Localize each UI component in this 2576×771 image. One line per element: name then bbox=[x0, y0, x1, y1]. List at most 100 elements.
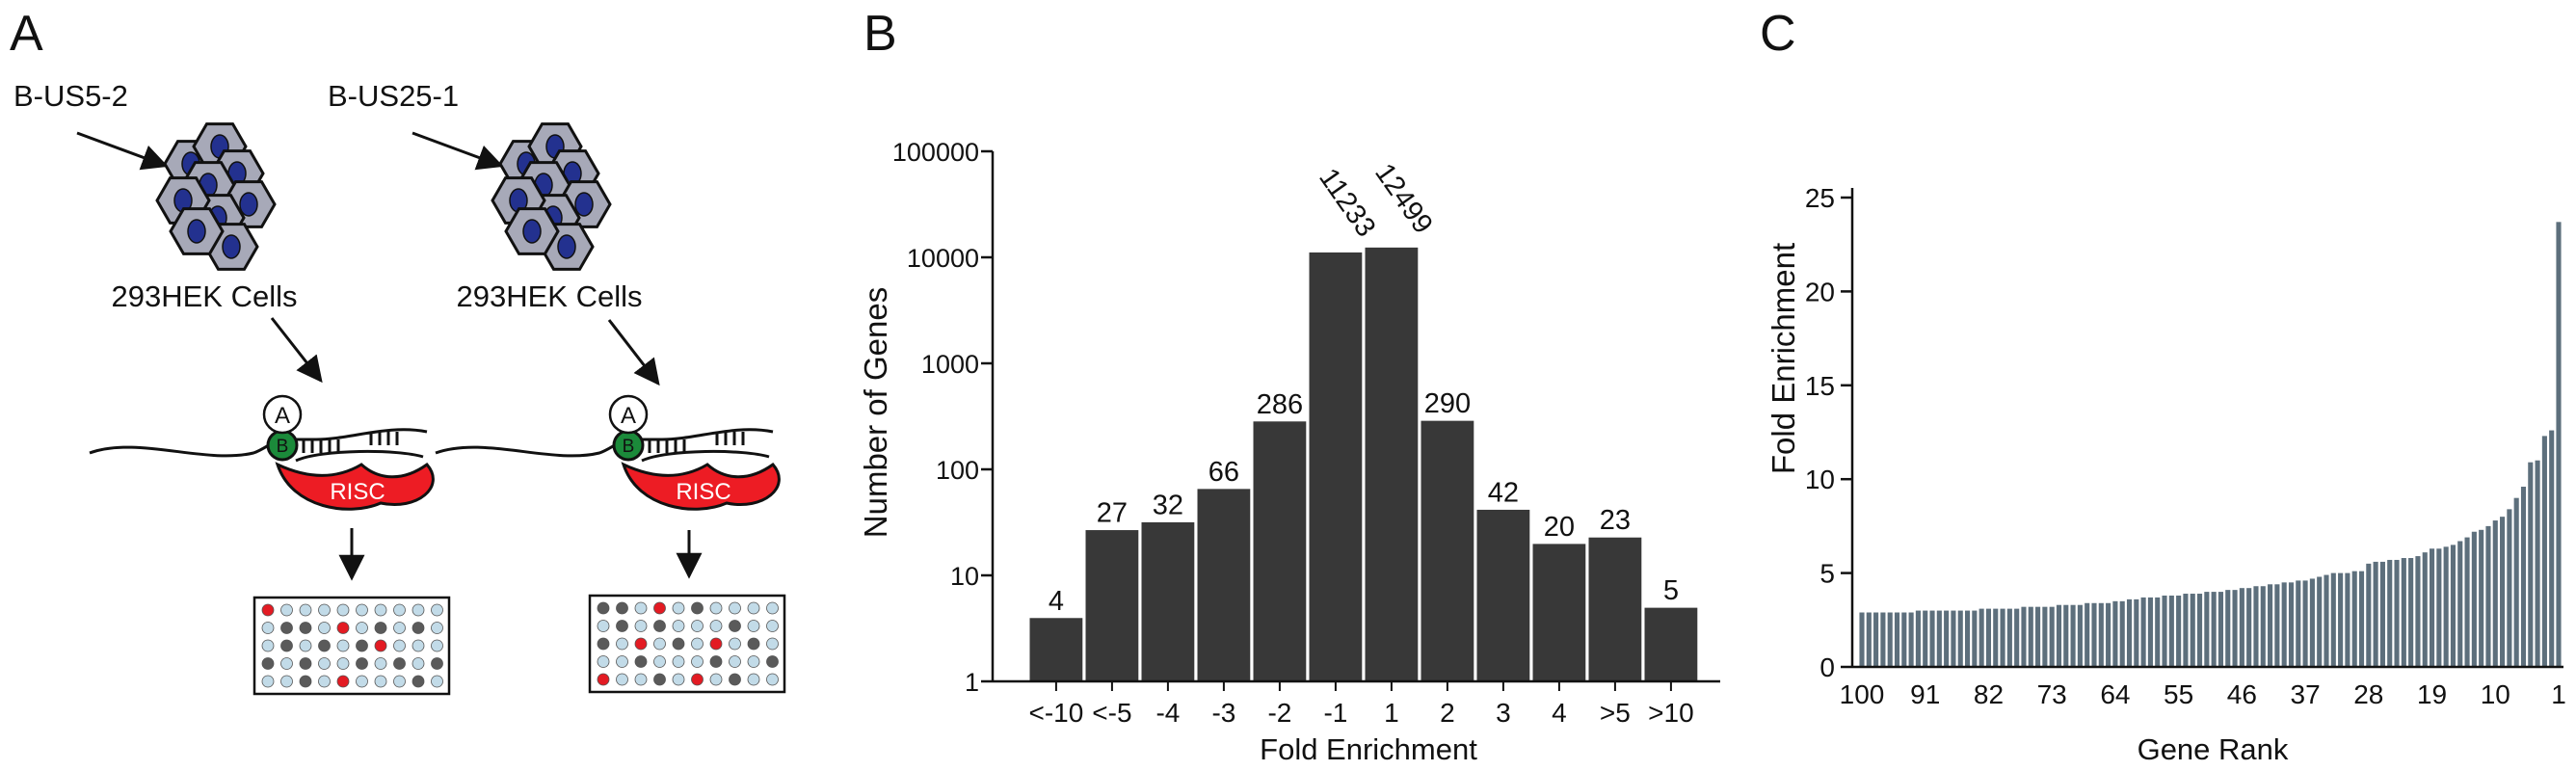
microarray-spot bbox=[653, 620, 666, 632]
chart-b-y-axis: 1 10 100 1000 10000 100000 bbox=[892, 138, 995, 697]
chart-c-bar bbox=[2317, 576, 2323, 667]
microarray-spot bbox=[374, 657, 387, 670]
microarray-spot bbox=[747, 637, 760, 651]
chart-c-bar bbox=[2268, 584, 2273, 667]
infection-arrow-left bbox=[76, 131, 169, 171]
microarray-spot bbox=[729, 637, 741, 651]
microarray-spot bbox=[634, 655, 648, 668]
chart-c-y-tick-label: 25 bbox=[1805, 183, 1835, 213]
microarray-spot bbox=[412, 657, 425, 670]
chart-c-bar bbox=[1985, 608, 1992, 667]
microarray-spot bbox=[597, 637, 610, 651]
chart-c-bar bbox=[2429, 548, 2435, 667]
microarray-spot bbox=[374, 639, 387, 652]
chart-c-bar bbox=[2042, 606, 2048, 667]
chart-c-x-tick-label: 28 bbox=[2353, 679, 2383, 709]
microarray-spot bbox=[261, 675, 275, 688]
chart-b-x-tick-label: <-5 bbox=[1092, 698, 1131, 728]
chart-b-value-label: 23 bbox=[1600, 505, 1631, 536]
microarray-spot bbox=[691, 655, 704, 668]
chart-c-bar bbox=[2513, 497, 2519, 667]
microarray-spot bbox=[766, 655, 779, 668]
mrna-left: RISC BA bbox=[89, 394, 435, 511]
chart-b-x-tick-label: -4 bbox=[1155, 698, 1180, 728]
microarray-spot bbox=[653, 655, 666, 668]
chart-b-x-axis-title: Fold Enrichment bbox=[1260, 732, 1477, 766]
chart-c-bar bbox=[2106, 602, 2111, 667]
chart-c-bar bbox=[2309, 578, 2315, 667]
mrna-strand bbox=[435, 428, 774, 458]
microarray-spot bbox=[709, 601, 723, 615]
microarray-spot bbox=[691, 637, 704, 651]
chart-c-bar bbox=[1993, 608, 1999, 667]
microarray-spot bbox=[356, 622, 368, 634]
chart-c-bar bbox=[2528, 462, 2534, 667]
chart-c-bar bbox=[2457, 541, 2463, 667]
microarray-spot bbox=[616, 655, 628, 668]
microarray-spot bbox=[336, 603, 350, 617]
chart-c-bar bbox=[2479, 529, 2484, 667]
panel-b-letter: B bbox=[863, 6, 897, 62]
microarray-spot bbox=[431, 675, 443, 688]
chart-c-bar bbox=[1908, 612, 1914, 667]
chart-c-bar bbox=[1880, 612, 1886, 667]
microarray-spot bbox=[709, 637, 723, 651]
chart-b-x-axis: <-10 <-5 -4 -3 -2 -1 1 2 3 4 >5 >10 bbox=[993, 679, 1720, 728]
microarray-spot bbox=[336, 675, 350, 688]
chart-b-bar bbox=[1196, 488, 1252, 682]
microarray-spot bbox=[672, 601, 685, 615]
microarray-spot bbox=[356, 639, 368, 652]
chart-b-value-label: 20 bbox=[1544, 512, 1575, 543]
chart-b-value-label: 27 bbox=[1097, 498, 1128, 529]
chart-c-bar bbox=[2162, 595, 2167, 667]
chart-c-bar bbox=[2471, 531, 2477, 667]
chart-c-bar bbox=[2422, 552, 2428, 667]
chart-b-y-tick-label: 100000 bbox=[892, 138, 979, 167]
antisense-label: A bbox=[621, 403, 636, 429]
microarray-spot bbox=[431, 639, 443, 652]
chart-c-bar bbox=[2112, 600, 2118, 667]
microarray-spot bbox=[766, 637, 779, 651]
chart-c-bar bbox=[2077, 604, 2083, 667]
chart-c-bar bbox=[2140, 597, 2146, 667]
chart-c-bar bbox=[2324, 574, 2329, 667]
chart-c-bar bbox=[1873, 612, 1879, 667]
chart-c-bar bbox=[2225, 590, 2231, 667]
cell-cluster-right bbox=[491, 122, 612, 271]
chart-b-bar bbox=[1252, 420, 1308, 682]
chart-c-bar bbox=[2556, 222, 2562, 667]
chart-c-bar bbox=[2190, 594, 2195, 667]
microarray-spot bbox=[616, 673, 628, 686]
chart-c-y-tick-label: 0 bbox=[1819, 652, 1835, 682]
panel-a-letter: A bbox=[10, 6, 43, 62]
chart-c-bar bbox=[2387, 559, 2393, 667]
microarray-spot bbox=[766, 601, 779, 615]
chart-c-bar bbox=[2296, 580, 2301, 667]
microarray-spot bbox=[299, 622, 312, 634]
chart-c-bar bbox=[2211, 592, 2217, 667]
chart-b-y-tick-label: 1 bbox=[965, 668, 979, 697]
chart-c-bar bbox=[2260, 586, 2266, 667]
risc-label: RISC bbox=[676, 479, 730, 505]
chart-c-bar bbox=[2345, 572, 2350, 667]
chart-c-bar bbox=[1929, 610, 1935, 667]
microarray-spot bbox=[336, 622, 350, 634]
chart-c-x-tick-label: 1 bbox=[2551, 679, 2566, 709]
chart-b-value-label: 32 bbox=[1153, 490, 1183, 520]
chart-b-y-tick-label: 100 bbox=[936, 456, 979, 485]
chart-c-bar bbox=[2288, 582, 2295, 667]
chart-b-x-tick-label: 1 bbox=[1384, 698, 1399, 728]
chart-c-bar bbox=[1859, 612, 1865, 667]
microarray-spot bbox=[691, 620, 704, 632]
chart-b-bar bbox=[1308, 251, 1364, 682]
chart-c-y-tick-label: 15 bbox=[1805, 371, 1835, 401]
panel-a-right-column: B-US25-1 293HEK Cells RISC BA bbox=[328, 79, 786, 694]
microarray-spot bbox=[318, 675, 331, 688]
microarray-spot bbox=[356, 657, 368, 670]
microarray-spot bbox=[653, 601, 666, 615]
chart-c-bar bbox=[2070, 604, 2076, 667]
cell-nucleus bbox=[222, 234, 241, 259]
chart-c-bar bbox=[2063, 604, 2069, 667]
risc-complex bbox=[621, 462, 781, 511]
chart-c-bar bbox=[2098, 602, 2104, 667]
